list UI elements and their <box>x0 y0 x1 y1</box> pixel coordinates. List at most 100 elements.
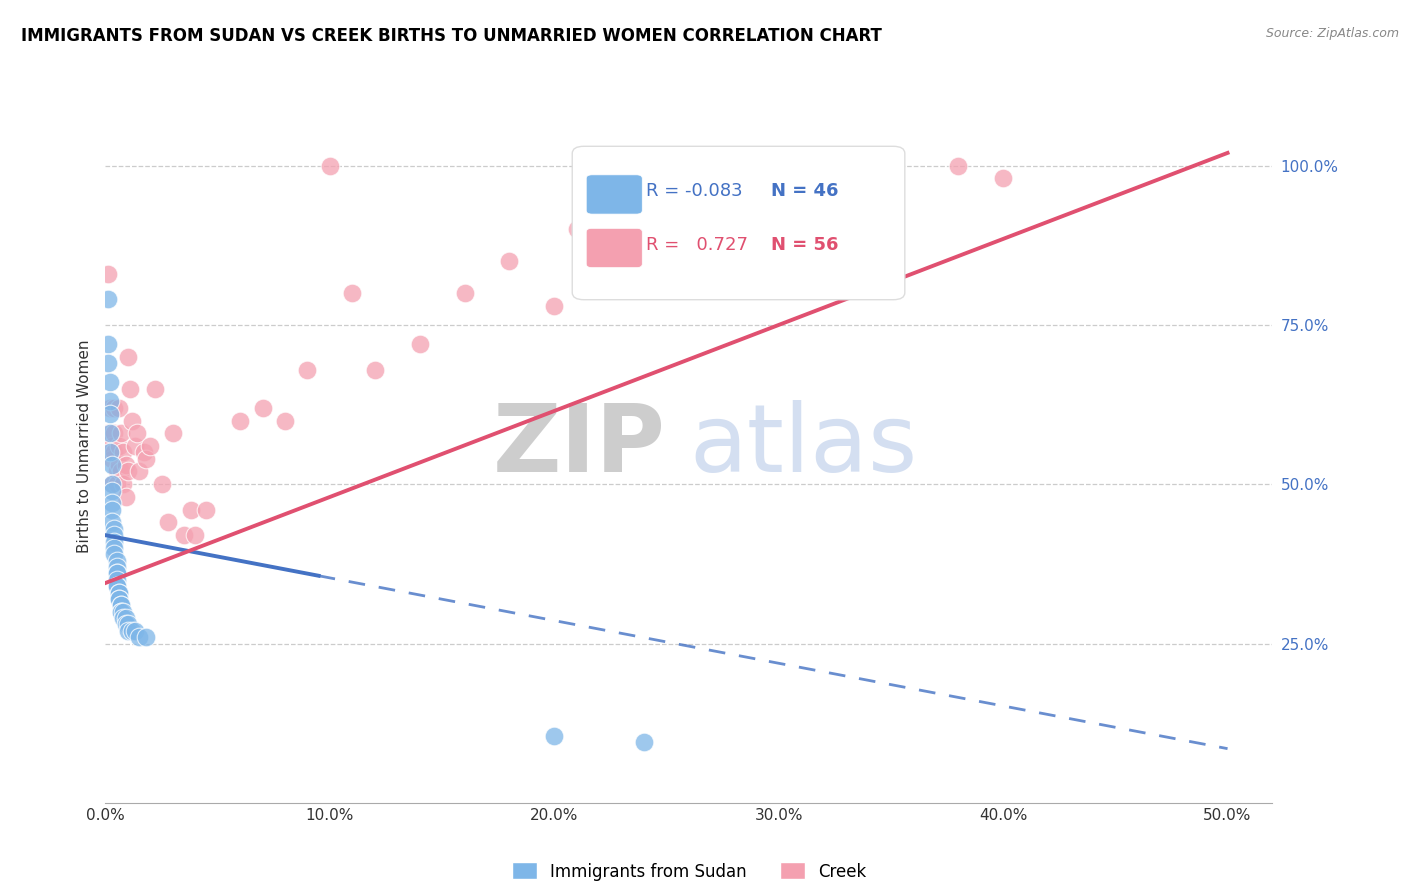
Point <box>101 516 124 530</box>
Point <box>565 222 588 236</box>
Point <box>150 477 173 491</box>
Text: R =   0.727: R = 0.727 <box>645 235 748 253</box>
Point <box>110 426 132 441</box>
Point <box>97 267 120 281</box>
Point <box>105 554 128 568</box>
Point <box>108 401 131 415</box>
FancyBboxPatch shape <box>572 146 905 300</box>
Point <box>543 299 565 313</box>
Point <box>342 286 364 301</box>
Point <box>274 413 297 427</box>
Point <box>101 439 124 453</box>
Point <box>112 477 135 491</box>
Point <box>128 465 150 479</box>
Point <box>135 451 157 466</box>
Text: R = -0.083: R = -0.083 <box>645 182 742 200</box>
Point <box>364 362 387 376</box>
Point <box>98 394 121 409</box>
Point <box>120 382 142 396</box>
Point <box>108 585 131 599</box>
Point <box>125 426 148 441</box>
Point <box>132 445 155 459</box>
Point <box>105 465 128 479</box>
Point <box>101 458 124 472</box>
Text: ZIP: ZIP <box>492 400 665 492</box>
Point <box>108 591 131 606</box>
Point <box>105 477 128 491</box>
Point <box>543 729 565 743</box>
Point <box>103 547 125 561</box>
Point <box>105 579 128 593</box>
Point <box>408 337 430 351</box>
Point <box>114 458 136 472</box>
Point <box>114 611 136 625</box>
Point <box>98 401 121 415</box>
Point <box>610 190 633 204</box>
Point <box>101 496 124 510</box>
Point <box>114 490 136 504</box>
Point <box>117 350 139 364</box>
Point <box>121 413 143 427</box>
Point <box>124 624 146 638</box>
Point <box>184 528 207 542</box>
Point <box>114 617 136 632</box>
Point <box>108 585 131 599</box>
Point <box>229 413 252 427</box>
Point <box>105 566 128 581</box>
Point <box>101 483 124 498</box>
Point <box>108 591 131 606</box>
Point <box>105 573 128 587</box>
Point <box>252 401 274 415</box>
Point <box>180 502 202 516</box>
Point <box>110 605 132 619</box>
Point <box>97 293 120 307</box>
Point <box>162 426 184 441</box>
Point <box>98 407 121 421</box>
Point <box>103 426 125 441</box>
Point <box>991 171 1014 186</box>
Point <box>655 210 678 224</box>
Point <box>105 560 128 574</box>
Text: atlas: atlas <box>689 400 917 492</box>
Point <box>121 624 143 638</box>
Point <box>101 451 124 466</box>
Point <box>745 159 768 173</box>
Text: IMMIGRANTS FROM SUDAN VS CREEK BIRTHS TO UNMARRIED WOMEN CORRELATION CHART: IMMIGRANTS FROM SUDAN VS CREEK BIRTHS TO… <box>21 27 882 45</box>
Point <box>498 254 520 268</box>
Point <box>319 159 342 173</box>
Point <box>297 362 319 376</box>
Point <box>139 439 162 453</box>
Point <box>948 159 970 173</box>
Point <box>112 605 135 619</box>
Point <box>105 566 128 581</box>
Point <box>98 376 121 390</box>
Text: N = 56: N = 56 <box>770 235 838 253</box>
Point <box>105 579 128 593</box>
Point <box>108 439 131 453</box>
Point <box>157 516 180 530</box>
Point <box>124 439 146 453</box>
Point <box>103 541 125 555</box>
Point <box>112 445 135 459</box>
FancyBboxPatch shape <box>586 175 643 214</box>
Point <box>103 534 125 549</box>
Y-axis label: Births to Unmarried Women: Births to Unmarried Women <box>76 339 91 553</box>
Point <box>128 630 150 644</box>
Point <box>117 624 139 638</box>
Point <box>103 445 125 459</box>
Point <box>97 337 120 351</box>
Text: N = 46: N = 46 <box>770 182 838 200</box>
Legend: Immigrants from Sudan, Creek: Immigrants from Sudan, Creek <box>505 855 873 888</box>
Point <box>633 735 655 749</box>
Point <box>143 382 166 396</box>
Point <box>858 273 880 287</box>
Point <box>110 599 132 613</box>
Point <box>98 426 121 441</box>
Point <box>103 401 125 415</box>
Point <box>112 611 135 625</box>
Point <box>117 465 139 479</box>
Point <box>101 477 124 491</box>
Point <box>173 528 195 542</box>
Point <box>97 426 120 441</box>
Point <box>117 617 139 632</box>
